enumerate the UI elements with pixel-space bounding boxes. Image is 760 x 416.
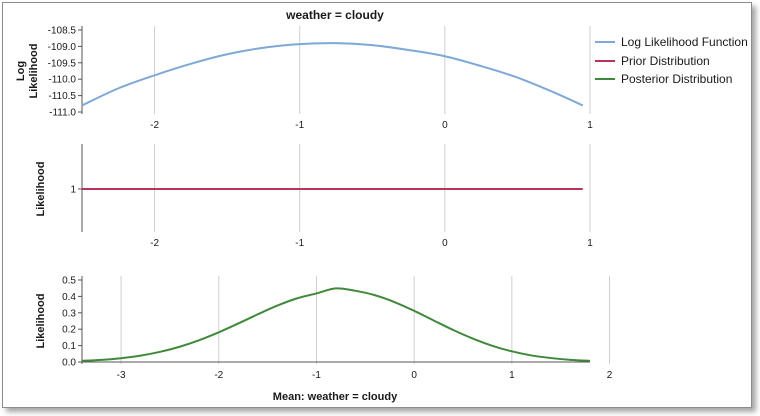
x-tick-label: -1	[312, 370, 321, 381]
x-axis-title: Mean: weather = cloudy	[273, 391, 398, 403]
y-tick-label: -109.5	[48, 58, 77, 69]
series-line-posterior	[81, 287, 591, 362]
x-tick-label: -3	[117, 370, 126, 381]
x-tick-label: 0	[442, 238, 448, 249]
y-tick-label: 0.3	[62, 308, 76, 319]
x-tick-label: -2	[214, 370, 223, 381]
y-tick-label: 1	[70, 185, 76, 196]
y-axis-title-line: Likelihood	[35, 162, 47, 217]
x-tick-label: 0	[442, 120, 448, 131]
chart-frame	[2, 2, 752, 408]
y-tick-label: -110.5	[48, 91, 76, 102]
y-tick-label: 0.2	[62, 325, 76, 336]
y-axis-title: Likelihood	[35, 162, 47, 217]
legend-item-posterior: Posterior Distribution	[595, 72, 732, 86]
y-tick-label: -109.0	[48, 42, 77, 53]
x-tick-label: 1	[509, 370, 515, 381]
panel-posterior: 0.0 0.1 0.2 0.3 0.4 0.5 -3 -2 -1 0 1 2 Likelihood	[35, 276, 613, 382]
y-tick-label: 0.5	[62, 276, 76, 287]
y-tick-label: -111.0	[49, 108, 76, 119]
x-tick-label: -1	[295, 120, 304, 131]
x-tick-label: -2	[150, 120, 159, 131]
y-tick-label: -108.5	[48, 26, 77, 37]
legend: Log Likelihood Function Prior Distributi…	[595, 35, 748, 86]
x-tick-label: -2	[150, 238, 159, 249]
legend-label-posterior: Posterior Distribution	[621, 72, 732, 86]
y-axis-title-line: Log	[15, 61, 27, 81]
chart-title: weather = cloudy	[285, 8, 384, 22]
panel-log-likelihood: -108.5 -109.0 -109.5 -110.0 -110.5 -111.0 -2 -1…	[15, 26, 593, 132]
y-axis-title-line: Likelihood	[28, 44, 40, 99]
legend-label-prior: Prior Distribution	[621, 54, 710, 68]
y-axis-title-line: Likelihood	[35, 294, 47, 349]
y-axis-title: Likelihood	[35, 294, 47, 349]
x-tick-label: 1	[587, 238, 593, 249]
x-tick-label: -1	[295, 238, 304, 249]
legend-item-prior: Prior Distribution	[595, 54, 710, 68]
x-tick-label: 1	[587, 120, 593, 131]
x-tick-label: 2	[607, 370, 613, 381]
y-axis-title: LogLikelihood	[15, 44, 40, 99]
legend-label-log-likelihood: Log Likelihood Function	[621, 35, 748, 49]
series-line-loglik	[81, 42, 584, 107]
x-tick-label: 0	[411, 370, 417, 381]
y-tick-label: 0.0	[62, 358, 76, 369]
legend-item-log-likelihood: Log Likelihood Function	[595, 35, 748, 49]
y-tick-label: 0.4	[62, 292, 76, 303]
y-tick-label: -110.0	[48, 75, 76, 86]
y-tick-label: 0.1	[62, 341, 76, 352]
panel-prior: 1 -2 -1 0 1 Likelihood	[35, 144, 593, 249]
